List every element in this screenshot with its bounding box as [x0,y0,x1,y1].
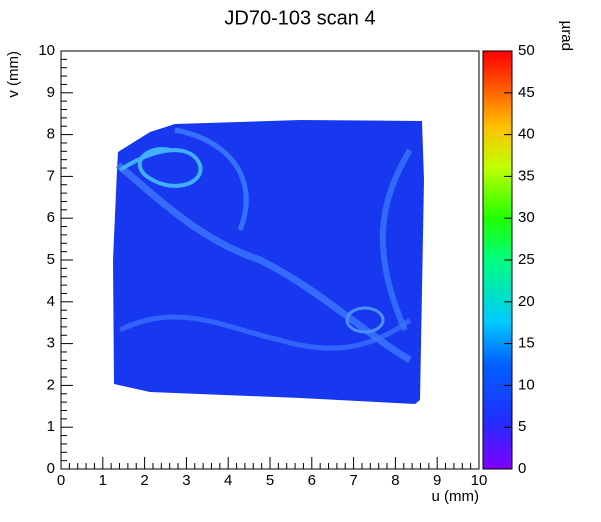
colorbar-tick-label: 30 [518,209,535,226]
y-tick-label: 2 [47,376,55,393]
y-axis-label: v (mm) [5,51,22,98]
x-tick-label: 5 [266,472,274,489]
colorbar-tick-label: 15 [518,335,535,352]
y-tick-label: 9 [47,84,55,101]
map-feature [379,148,413,332]
y-tick-label: 6 [47,209,55,226]
x-tick-label: 9 [433,472,441,489]
x-tick-label: 7 [349,472,357,489]
colorbar-tick-label: 50 [518,42,535,59]
map-feature [174,127,249,231]
colorbar-tick-label: 40 [518,126,535,143]
colorbar-tick-label: 10 [518,376,535,393]
colorbar-tick-label: 5 [518,418,526,435]
x-tick-label: 8 [391,472,399,489]
y-tick-label: 1 [47,418,55,435]
colorbar-tick-label: 0 [518,460,526,477]
x-tick-label: 10 [471,472,488,489]
x-tick-label: 2 [140,472,148,489]
colorbar-tick-label: 20 [518,293,535,310]
map [113,120,424,404]
map-feature [345,306,385,334]
y-tick-label: 10 [38,42,55,59]
y-tick-label: 0 [47,460,55,477]
x-axis-label: u (mm) [432,488,480,505]
y-tick-label: 3 [47,335,55,352]
x-tick-label: 6 [308,472,316,489]
x-tick-label: 3 [182,472,190,489]
y-tick-label: 8 [47,126,55,143]
map-feature [115,162,412,364]
map-feature [118,147,203,188]
colorbar-tick-label: 45 [518,84,535,101]
y-tick-label: 5 [47,251,55,268]
colorbar-tick-label: 35 [518,167,535,184]
y-tick-label: 4 [47,293,55,310]
chart-title: JD70-103 scan 4 [224,7,375,29]
x-tick-label: 4 [224,472,232,489]
colorbar-label: µrad [558,21,575,51]
x-tick-label: 0 [57,472,65,489]
y-tick-label: 7 [47,167,55,184]
map-feature [118,314,412,351]
x-tick-label: 1 [99,472,107,489]
colorbar-tick-label: 25 [518,251,535,268]
